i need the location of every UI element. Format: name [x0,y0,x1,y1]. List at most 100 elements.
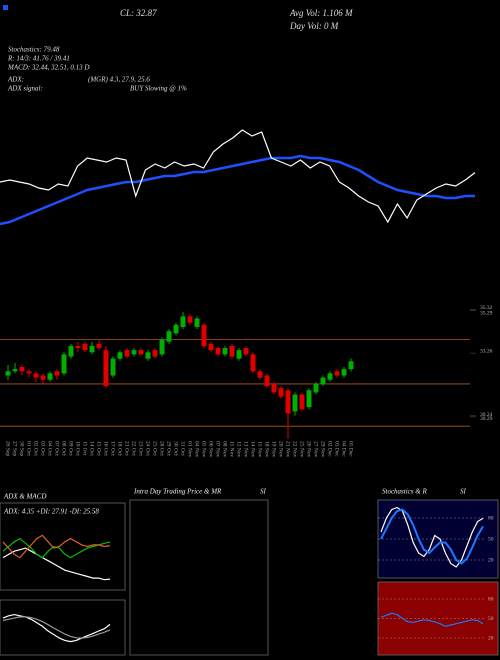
line [2,616,111,639]
x-tick-label: 01 Nov [187,441,193,458]
candle-body [89,345,95,353]
y-tick-label: 50 [488,616,494,622]
day-vol: Day Vol: 0 M [289,21,339,31]
rsi-text: R: 14/3: 41.76 / 39.41 [7,55,70,63]
x-tick-label: 02 Oct [33,441,39,456]
candle-body [47,373,53,380]
candle-body [40,375,46,380]
candle-body [194,318,200,327]
candle-body [61,354,67,374]
panel-title: Stochastics & R [382,488,427,496]
y-tick-label: 30.29 [480,416,493,422]
x-tick-label: 14 Oct [89,441,95,456]
candle-body [313,383,319,393]
x-tick-label: 14 Nov [250,441,256,458]
x-tick-label: 11 Nov [229,441,235,457]
panel-frame [0,599,126,656]
line [2,534,111,559]
y-tick-label: 20 [488,557,494,563]
candle-body [26,371,32,374]
x-tick-label: 15 Nov [257,441,263,458]
candle-body [271,383,277,393]
candle-body [306,390,312,408]
x-tick-label: 26 Sep [5,441,11,456]
stoch-text: Stochastics: 79.48 [8,46,60,54]
panel-subtitle: SI [460,488,467,496]
x-tick-label: 12 Nov [236,441,242,458]
candle-body [173,324,179,334]
x-tick-label: 04 Nov [194,441,200,458]
candle-body [33,373,39,378]
x-tick-label: 16 Oct [103,441,109,456]
candle-body [299,394,305,410]
x-tick-label: 31 Oct [180,441,186,456]
candle-body [215,348,221,355]
candle-body [250,354,256,372]
candle-body [285,390,291,414]
x-tick-label: 22 Oct [131,441,137,456]
candle-body [187,316,193,323]
x-tick-label: 21 Oct [124,441,130,456]
x-tick-label: 20 Nov [278,441,284,458]
x-tick-label: 09 Oct [68,441,74,456]
y-tick-label: 80 [488,596,494,602]
x-tick-label: 29 Oct [166,441,172,456]
candle-body [5,371,11,376]
candle-body [68,345,74,357]
candle-body [103,350,109,387]
candle-body [341,369,347,376]
candle-body [201,324,207,346]
x-tick-label: 30 Sep [19,441,25,456]
x-tick-label: 10 Oct [75,441,81,456]
y-tick-label: 50 [488,536,494,542]
panel-subtitle: SI [260,488,267,496]
x-tick-label: 05 Nov [201,441,207,458]
candle-body [180,316,186,327]
panel-subtitle: ADX: 4.35 +DI: 27.91 -DI: 25.58 [3,508,99,516]
macd-text: MACD: 32.44, 32.51, 0.13 D [7,64,89,72]
x-tick-label: 04 Oct [47,441,53,456]
candle-body [117,352,123,359]
x-tick-label: 07 Nov [215,441,221,458]
candle-body [166,331,172,342]
x-tick-label: 06 Nov [208,441,214,458]
adx-signal-label: ADX signal: [7,85,43,93]
x-tick-label: 17 Oct [110,441,116,456]
y-tick-label: 35.29 [480,311,493,317]
candle-body [334,371,340,376]
y-tick-label: 35.32 [480,305,493,311]
candle-body [320,377,326,384]
x-tick-label: 02 Dec [327,441,333,457]
y-tick-label: 80 [488,515,494,521]
line [2,613,111,643]
candle-body [82,343,88,351]
x-tick-label: 15 Oct [96,441,102,456]
candle-body [208,343,214,351]
x-tick-label: 11 Oct [82,441,88,456]
y-tick-label: 33.26 [480,348,493,354]
candle-body [96,343,102,349]
candle-body [110,358,116,376]
candle-body [327,373,333,380]
line [2,547,111,581]
x-tick-label: 08 Oct [61,441,67,456]
adx-signal: BUY Slowing @ 1% [130,85,187,93]
x-tick-label: 27 Nov [313,441,319,458]
candle-body [159,339,165,355]
x-tick-label: 26 Nov [306,441,312,458]
x-tick-label: 25 Nov [299,441,305,458]
x-tick-label: 23 Oct [138,441,144,456]
panel-frame [129,499,269,656]
line [380,506,484,568]
x-tick-label: 30 Oct [173,441,179,456]
x-tick-label: 19 Nov [271,441,277,458]
close: CL: 32.87 [120,8,157,18]
avg-vol: Avg Vol: 1.106 M [289,8,353,18]
x-tick-label: 29 Nov [320,441,326,458]
candle-body [75,345,81,349]
x-tick-label: 24 Oct [145,441,151,456]
line [0,129,476,224]
legend-swatch [3,5,8,10]
y-tick-label: 30.24 [480,412,493,418]
x-tick-label: 18 Oct [117,441,123,456]
